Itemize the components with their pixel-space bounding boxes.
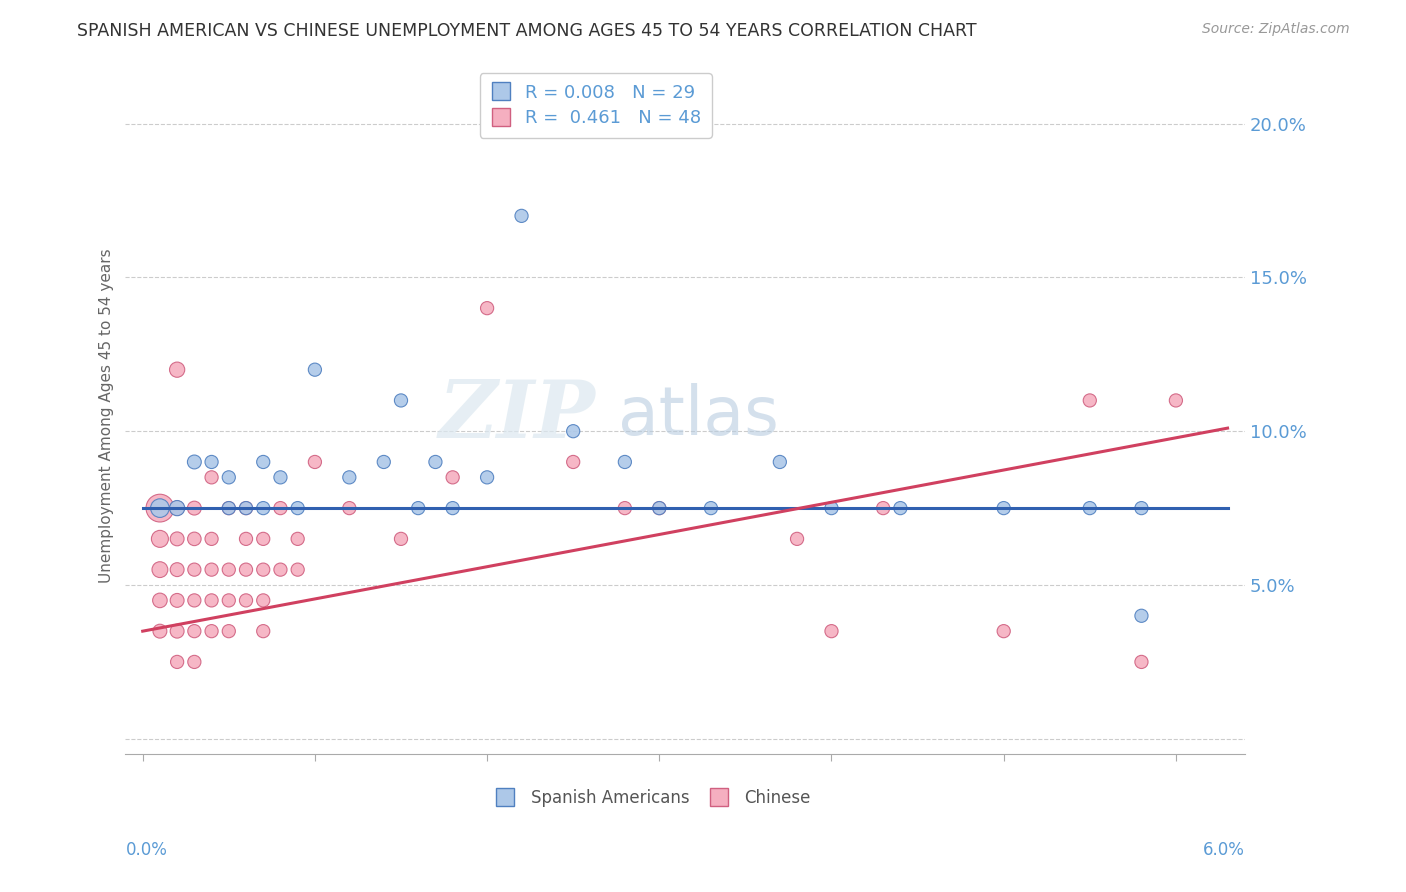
Point [820, 501, 842, 516]
Point [200, 563, 222, 577]
Point [252, 563, 274, 577]
Point [183, 593, 205, 607]
Point [252, 455, 274, 469]
Point [562, 424, 585, 438]
Point [993, 624, 1015, 639]
Point [700, 501, 723, 516]
Point [287, 563, 309, 577]
Point [218, 624, 240, 639]
Point [337, 501, 360, 516]
Point [769, 455, 792, 469]
Point [389, 532, 412, 546]
Point [200, 532, 222, 546]
Point [475, 301, 498, 315]
Point [269, 470, 291, 484]
Point [648, 501, 671, 516]
Point [218, 501, 240, 516]
Point [235, 501, 257, 516]
Point [993, 501, 1015, 516]
Text: 6.0%: 6.0% [1204, 840, 1244, 858]
Point [441, 470, 464, 484]
Point [218, 563, 240, 577]
Text: Source: ZipAtlas.com: Source: ZipAtlas.com [1202, 22, 1350, 37]
Point [1078, 393, 1101, 408]
Text: ZIP: ZIP [439, 377, 596, 455]
Point [166, 501, 188, 516]
Point [149, 501, 172, 516]
Point [166, 655, 188, 669]
Point [166, 362, 188, 376]
Point [200, 470, 222, 484]
Point [889, 501, 911, 516]
Point [149, 563, 172, 577]
Point [183, 624, 205, 639]
Point [337, 470, 360, 484]
Point [183, 501, 205, 516]
Point [149, 593, 172, 607]
Legend: Spanish Americans, Chinese: Spanish Americans, Chinese [485, 782, 817, 814]
Point [475, 470, 498, 484]
Point [648, 501, 671, 516]
Point [200, 593, 222, 607]
Point [183, 455, 205, 469]
Point [166, 563, 188, 577]
Point [200, 624, 222, 639]
Point [1130, 608, 1153, 623]
Point [235, 563, 257, 577]
Point [373, 455, 395, 469]
Point [149, 532, 172, 546]
Point [425, 455, 447, 469]
Point [406, 501, 429, 516]
Point [304, 362, 326, 376]
Point [613, 455, 636, 469]
Point [235, 532, 257, 546]
Point [166, 501, 188, 516]
Text: 0.0%: 0.0% [125, 840, 167, 858]
Point [166, 593, 188, 607]
Point [149, 624, 172, 639]
Point [235, 593, 257, 607]
Point [183, 655, 205, 669]
Point [562, 455, 585, 469]
Point [235, 501, 257, 516]
Point [149, 501, 172, 516]
Point [252, 624, 274, 639]
Point [269, 563, 291, 577]
Point [252, 593, 274, 607]
Point [166, 532, 188, 546]
Point [183, 563, 205, 577]
Point [269, 501, 291, 516]
Point [183, 532, 205, 546]
Text: atlas: atlas [619, 383, 779, 449]
Point [218, 470, 240, 484]
Point [287, 501, 309, 516]
Point [613, 501, 636, 516]
Point [510, 209, 533, 223]
Point [820, 624, 842, 639]
Point [389, 393, 412, 408]
Point [1130, 655, 1153, 669]
Point [304, 455, 326, 469]
Point [441, 501, 464, 516]
Point [287, 532, 309, 546]
Point [252, 501, 274, 516]
Point [872, 501, 894, 516]
Point [1078, 501, 1101, 516]
Point [218, 501, 240, 516]
Point [252, 532, 274, 546]
Point [1130, 501, 1153, 516]
Text: SPANISH AMERICAN VS CHINESE UNEMPLOYMENT AMONG AGES 45 TO 54 YEARS CORRELATION C: SPANISH AMERICAN VS CHINESE UNEMPLOYMENT… [77, 22, 977, 40]
Point [166, 624, 188, 639]
Point [1164, 393, 1187, 408]
Point [786, 532, 808, 546]
Point [218, 593, 240, 607]
Point [200, 455, 222, 469]
Y-axis label: Unemployment Among Ages 45 to 54 years: Unemployment Among Ages 45 to 54 years [100, 249, 114, 583]
